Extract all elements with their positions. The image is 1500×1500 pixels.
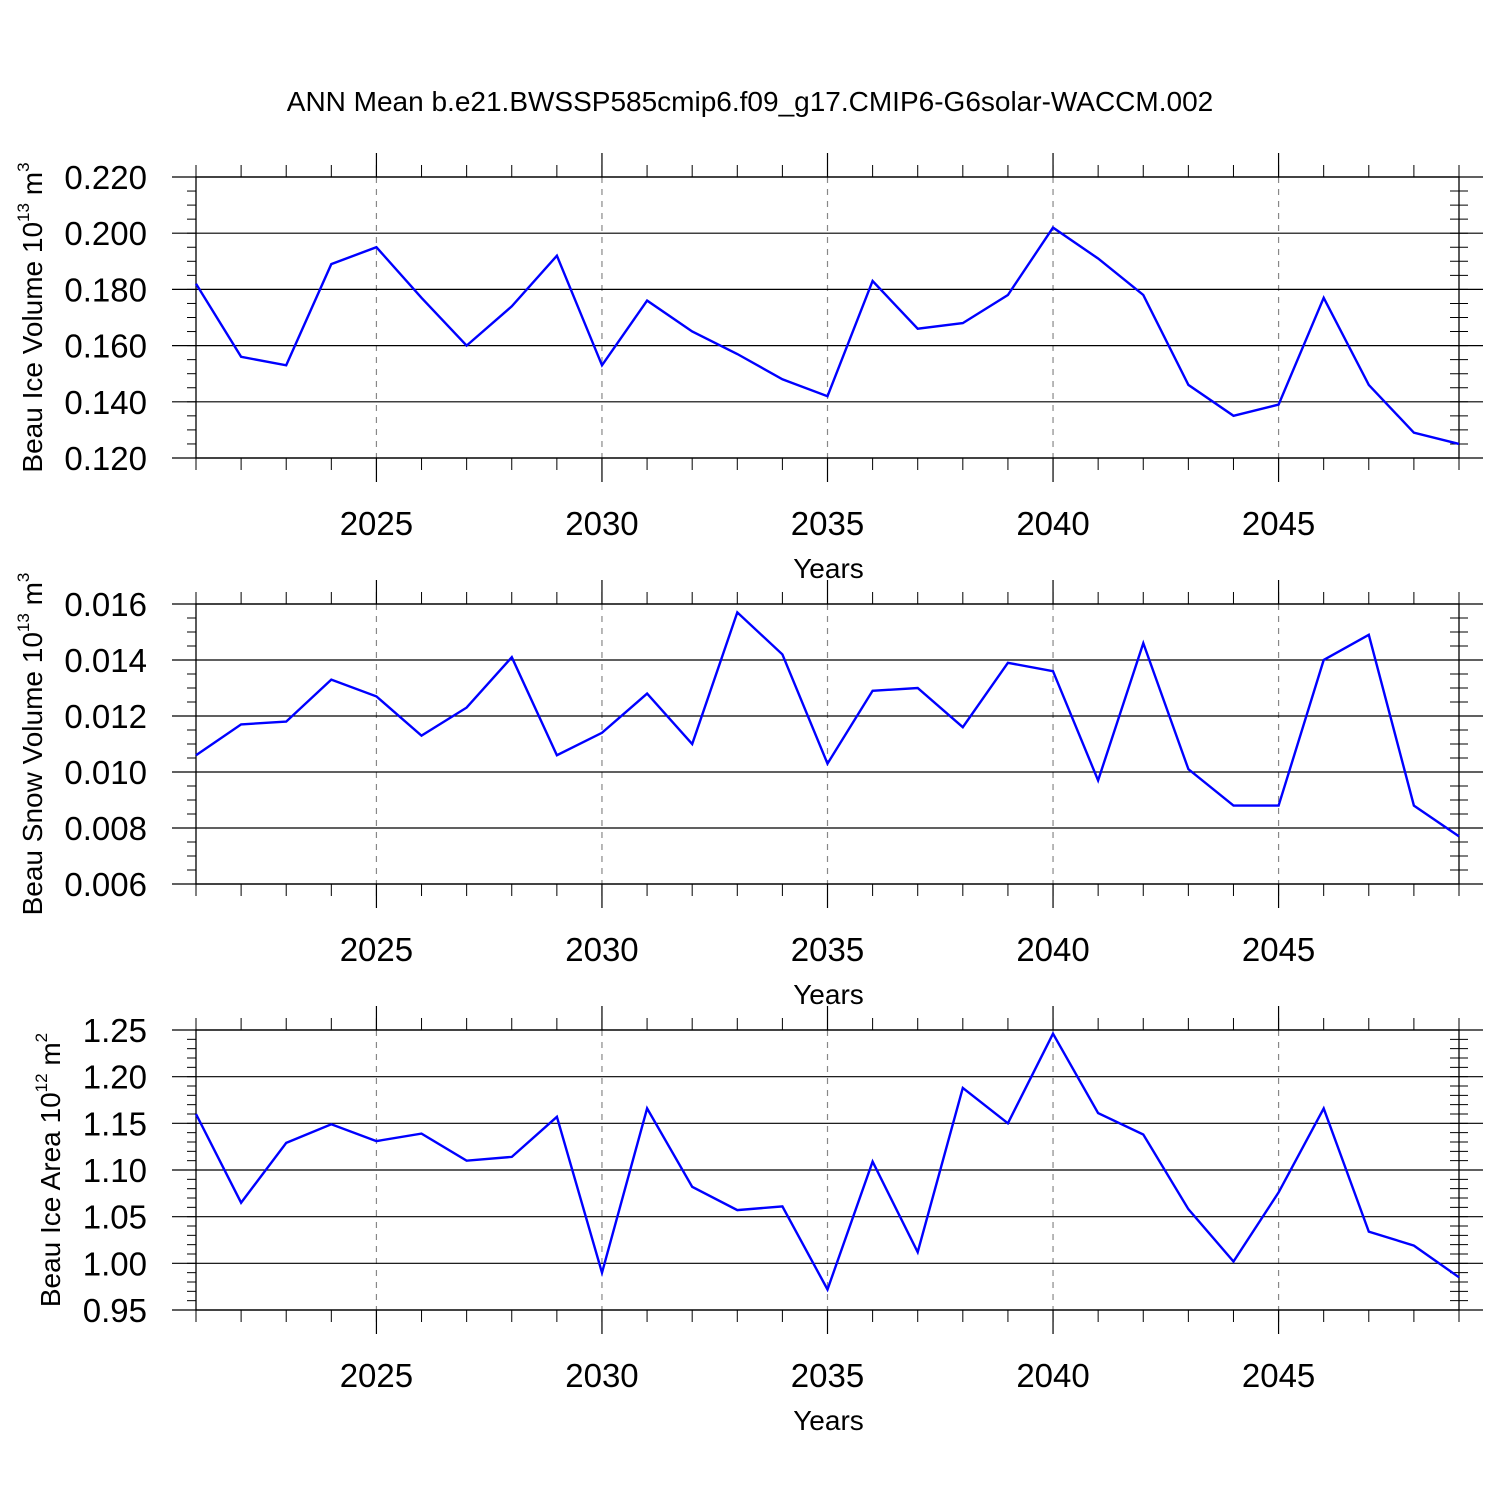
y-tick-label: 1.10: [83, 1152, 147, 1189]
y-tick-label: 0.95: [83, 1292, 147, 1329]
y-axis-label: Beau Snow Volume 1013 m3: [14, 573, 48, 916]
x-tick-label: 2030: [565, 1357, 638, 1394]
chart-title: ANN Mean b.e21.BWSSP585cmip6.f09_g17.CMI…: [286, 86, 1214, 117]
y-tick-label: 1.15: [83, 1105, 147, 1142]
y-tick-label: 0.008: [64, 810, 147, 847]
data-series-line: [195, 610, 1460, 838]
y-axis-label: Beau Ice Area 1012 m2: [32, 1033, 66, 1307]
y-tick-label: 0.014: [64, 642, 147, 679]
y-tick-label: 0.016: [64, 586, 147, 623]
y-tick-label: 0.140: [64, 384, 147, 421]
x-tick-label: 2045: [1242, 931, 1315, 968]
y-tick-label: 0.012: [64, 698, 147, 735]
y-tick-label: 1.00: [83, 1245, 147, 1282]
plot-frame: [195, 176, 1460, 459]
y-tick-label: 1.25: [83, 1012, 147, 1049]
plot-frame: [195, 1029, 1460, 1311]
x-tick-label: 2035: [791, 1357, 864, 1394]
y-tick-label: 1.20: [83, 1059, 147, 1096]
x-tick-label: 2040: [1016, 505, 1089, 542]
y-tick-label: 0.160: [64, 328, 147, 365]
y-axis-label: Beau Ice Volume 1013 m3: [14, 162, 48, 472]
x-tick-label: 2030: [565, 931, 638, 968]
y-tick-label: 0.220: [64, 159, 147, 196]
data-series-line: [194, 225, 1460, 446]
ice-area-panel: 2025 2030 2035 2040 2045 0.95 1.00 1.05 1.10 1.15…: [32, 1006, 1483, 1436]
x-tick-label: 2045: [1242, 505, 1315, 542]
x-axis-label: Years: [793, 1405, 864, 1436]
y-tick-label: 0.010: [64, 754, 147, 791]
y-tick-label: 0.200: [64, 215, 147, 252]
x-axis-label: Years: [793, 553, 864, 584]
x-axis-label: Years: [793, 979, 864, 1010]
x-tick-label: 2025: [340, 1357, 413, 1394]
x-tick-label: 2030: [565, 505, 638, 542]
x-tick-label: 2040: [1016, 931, 1089, 968]
y-tick-label: 0.180: [64, 271, 147, 308]
x-tick-label: 2045: [1242, 1357, 1315, 1394]
ice-volume-panel: 2025 2030 2035 2040 2045 0.120 0.140 0.160 0.180…: [14, 153, 1483, 584]
x-tick-label: 2025: [340, 931, 413, 968]
y-tick-label: 0.120: [64, 440, 147, 477]
x-tick-label: 2035: [791, 505, 864, 542]
data-series-line: [194, 1031, 1460, 1293]
y-tick-label: 1.05: [83, 1199, 147, 1236]
snow-volume-panel: 2025 2030 2035 2040 2045 0.006 0.008 0.010 0.012…: [14, 573, 1483, 1010]
x-tick-label: 2035: [791, 931, 864, 968]
y-tick-label: 0.006: [64, 866, 147, 903]
x-tick-label: 2025: [340, 505, 413, 542]
x-tick-label: 2040: [1016, 1357, 1089, 1394]
plot-frame: [195, 603, 1460, 885]
